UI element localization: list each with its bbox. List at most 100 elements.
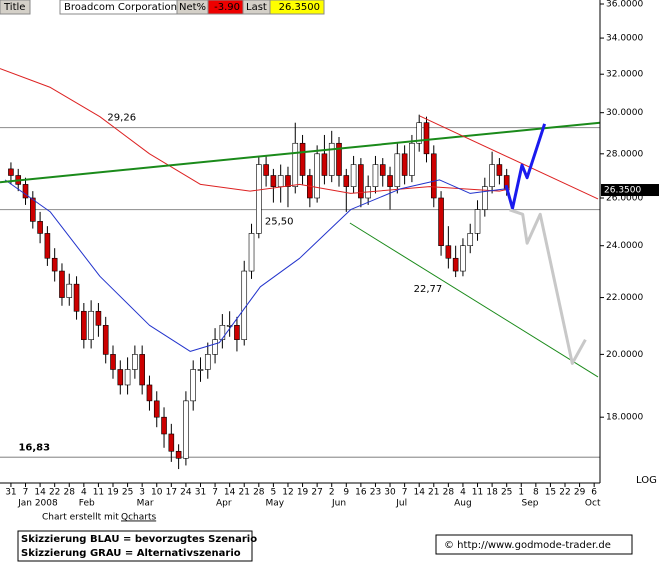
- x-tick-label: 25: [122, 488, 133, 498]
- copyright: © http://www.godmode-trader.de: [444, 540, 611, 551]
- candle-body: [277, 175, 284, 187]
- candle-body: [248, 233, 255, 272]
- candle-body: [81, 310, 87, 340]
- x-tick-label: 3: [139, 488, 145, 498]
- candle-body: [51, 257, 58, 272]
- candle-body: [314, 153, 320, 199]
- x-tick-label: 19: [297, 488, 309, 498]
- header: Title Broadcom Corporation Net% -3.90 La…: [0, 0, 325, 15]
- annotation: 29,26: [107, 113, 136, 124]
- x-tick-label: 28: [253, 488, 265, 498]
- x-tick-label: 31: [195, 488, 206, 498]
- y-tick-label: 30.0000: [606, 108, 643, 118]
- candle-body: [482, 186, 488, 210]
- candle-body: [379, 164, 386, 176]
- x-tick-label: 1: [518, 488, 524, 498]
- x-tick-label: 17: [166, 488, 177, 498]
- y-tick-label: 24.0000: [606, 241, 643, 251]
- candle-body: [321, 153, 328, 176]
- overlay-line: [504, 123, 547, 210]
- x-tick-label: 4: [460, 488, 466, 498]
- candle-body: [372, 164, 379, 187]
- header-title-label: Title: [3, 2, 25, 13]
- candle-body: [401, 153, 408, 176]
- price-tag: [601, 184, 659, 197]
- annotation: 25,50: [265, 217, 294, 228]
- candle-body: [183, 400, 189, 459]
- candle-body: [409, 142, 415, 176]
- x-tick-label: 27: [311, 488, 322, 498]
- candle-body: [117, 369, 124, 386]
- x-tick-label: 8: [533, 488, 539, 498]
- candle-body: [204, 354, 211, 370]
- x-tick-label: 25: [501, 488, 512, 498]
- overlay-line: [419, 115, 599, 200]
- candle-body: [30, 197, 36, 222]
- candle-body: [474, 209, 481, 234]
- x-tick-label: 14: [413, 488, 425, 498]
- candle-body: [110, 354, 116, 370]
- month-label: Jul: [395, 499, 407, 509]
- overlay-line: [0, 121, 600, 184]
- candle-body: [270, 175, 277, 187]
- x-tick-label: 31: [5, 488, 16, 498]
- candle-body: [197, 369, 204, 371]
- x-tick-label: 14: [224, 488, 236, 498]
- candle-body: [460, 245, 466, 272]
- x-tick-label: 7: [402, 488, 408, 498]
- candle-body: [423, 122, 430, 155]
- x-tick-label: 19: [107, 488, 119, 498]
- x-tick-label: 18: [486, 488, 498, 498]
- y-tick-label: 36.0000: [606, 0, 643, 10]
- y-tick-label: 18.0000: [606, 413, 643, 423]
- x-tick-label: 6: [591, 488, 597, 498]
- month-label: Oct: [585, 499, 601, 509]
- candle-body: [241, 270, 248, 340]
- candle-body: [22, 184, 29, 199]
- x-tick-label: 7: [212, 488, 218, 498]
- overlay-line: [4, 179, 506, 352]
- price-tag-label: 26.3500: [604, 186, 641, 196]
- month-label: Jun: [331, 499, 346, 509]
- plot-area: [0, 68, 600, 470]
- candle-body: [66, 283, 73, 298]
- header-last-value: 26.3500: [279, 2, 320, 13]
- candle-body: [416, 122, 422, 144]
- candle-body: [387, 175, 393, 187]
- candle-body: [328, 142, 335, 176]
- candle-body: [102, 325, 109, 355]
- copyright-box: [435, 534, 633, 555]
- candle-body: [88, 310, 94, 340]
- candle-body: [256, 164, 262, 234]
- credit: Chart erstellt mit: [42, 513, 119, 523]
- candle-body: [124, 369, 131, 386]
- candle-body: [445, 245, 452, 259]
- y-tick-label: 22.0000: [606, 293, 643, 303]
- candle-body: [350, 164, 357, 187]
- x-tick-label: 11: [472, 488, 483, 498]
- month-label: Jan 2008: [17, 499, 58, 509]
- y-tick-label: 20.0000: [606, 350, 643, 360]
- candle-body: [438, 197, 444, 247]
- y-tick-label: 26.0000: [606, 193, 643, 203]
- month-label: Mar: [137, 499, 154, 509]
- candle-body: [219, 325, 226, 340]
- candle-body: [452, 257, 459, 272]
- scale-label: LOG: [636, 475, 657, 486]
- candle-body: [489, 164, 495, 187]
- legend-line: Skizzierung GRAU = Alternativszenario: [21, 548, 241, 559]
- annotation: 22,77: [414, 284, 443, 295]
- y-tick-label: 32.0000: [606, 70, 643, 80]
- x-tick-label: 30: [384, 488, 396, 498]
- credit-tool: Qcharts: [121, 513, 156, 523]
- x-tick-label: 28: [443, 488, 455, 498]
- candle-body: [168, 433, 175, 452]
- y-tick-label: 28.0000: [606, 149, 643, 159]
- x-tick-label: 29: [574, 488, 586, 498]
- candle-body: [285, 175, 291, 187]
- candle-body: [430, 153, 437, 199]
- header-cell: [0, 0, 31, 15]
- month-label: Sep: [522, 499, 539, 509]
- legend-line: Skizzierung BLAU = bevorzugtes Szenario: [21, 534, 257, 545]
